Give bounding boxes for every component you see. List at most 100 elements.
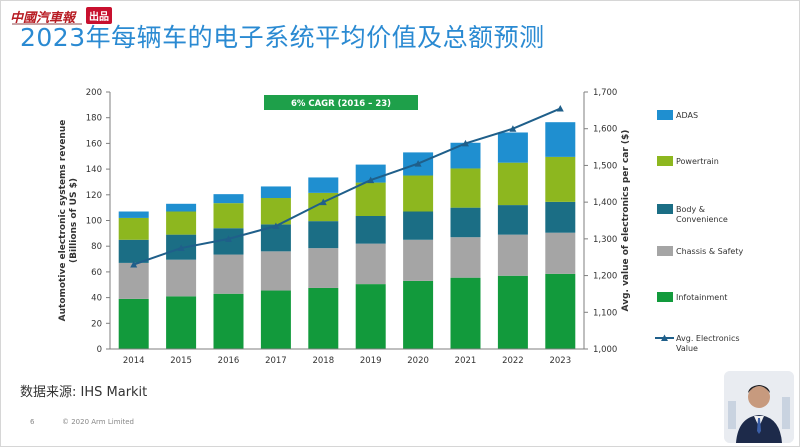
legend-swatch	[657, 204, 673, 214]
line-path	[133, 107, 561, 266]
page-number: 6	[30, 418, 35, 426]
x-tick-label: 2016	[218, 356, 240, 366]
copyright-text: © 2020 Arm Limited	[62, 418, 134, 426]
legend-label: Convenience	[676, 215, 728, 224]
bar-segment	[450, 207, 481, 238]
bar-segment	[545, 201, 576, 233]
legend-swatch	[657, 292, 673, 302]
bar-segment	[450, 237, 481, 278]
y-axis: 0 20 40 60 80 100 120 140 160 180 200 Automotive el…	[58, 88, 111, 355]
x-tick-label: 2021	[455, 356, 477, 366]
bar-segment	[213, 254, 244, 294]
bar-segment	[213, 203, 244, 229]
line-point	[225, 235, 232, 242]
x-tick-label: 2014	[123, 356, 145, 366]
source-note: 数据来源: IHS Markit	[20, 385, 148, 400]
legend-label: Value	[676, 344, 698, 353]
y2-axis-title: Avg. value of electronics per car ($)	[621, 130, 631, 312]
bar-segment	[118, 217, 149, 240]
y-tick-label: 80	[91, 242, 102, 252]
bar-segment	[213, 293, 244, 349]
line-point	[177, 244, 185, 252]
bar-segment	[497, 205, 528, 235]
y-tick-label: 180	[86, 114, 102, 124]
legend-line-marker	[661, 334, 668, 341]
bar-segment	[260, 290, 291, 349]
logo-badge: 出品	[86, 7, 112, 24]
y-axis-title: Automotive electronic systems revenue(Bi…	[58, 120, 79, 322]
bar-segment	[118, 239, 149, 263]
slide-title: 2023年每辆车的电子系统平均价值及总额预测	[20, 23, 545, 52]
bar-segment	[166, 211, 197, 235]
bar-segment	[497, 132, 528, 163]
y-tick-label: 200	[86, 88, 102, 98]
bar-segment	[403, 175, 434, 212]
line-point	[130, 261, 138, 268]
bar-segment	[545, 156, 576, 202]
brand-logo: 中國汽車報 出品	[4, 4, 130, 30]
y-tick-label: 120	[86, 191, 102, 201]
bar-segment	[450, 142, 481, 169]
bar-segment	[545, 122, 576, 157]
x-tick-label: 2020	[407, 356, 429, 366]
bar-segment	[355, 243, 386, 285]
legend-swatch	[657, 156, 673, 166]
line-point	[462, 139, 469, 147]
bar-segment	[308, 248, 339, 288]
legend-label: ADAS	[676, 111, 698, 120]
y2-tick-label: 1,400	[593, 198, 617, 208]
bar-segment	[355, 284, 386, 349]
x-tick-label: 2015	[170, 356, 192, 366]
logo-text: 中國汽車報	[10, 11, 76, 26]
y2-tick-label: 1,200	[593, 272, 617, 282]
bar-segment	[355, 216, 386, 244]
bar-segment	[545, 232, 576, 274]
y2-tick-label: 1,000	[593, 345, 617, 355]
legend-label: Body &	[676, 205, 705, 214]
bar-segment	[497, 162, 528, 206]
y-tick-label: 100	[86, 217, 102, 227]
bar-segment	[403, 239, 434, 281]
legend-label: Infotainment	[676, 293, 727, 302]
y-tick-label: 140	[86, 165, 102, 175]
bar-segment	[166, 259, 197, 297]
bar-segment	[166, 296, 197, 349]
bar-segment	[166, 203, 197, 212]
y-tick-label: 160	[86, 139, 102, 149]
bar-segment	[450, 168, 481, 208]
y2-tick-label: 1,500	[593, 161, 617, 171]
legend-swatch	[657, 110, 673, 120]
line-point	[319, 198, 327, 206]
bar-segment	[118, 211, 149, 218]
y2-tick-label: 1,100	[593, 308, 617, 318]
speaker-video-thumbnail	[724, 371, 794, 443]
bars	[118, 122, 576, 349]
line-point	[556, 105, 564, 112]
legend-label: Powertrain	[676, 157, 719, 166]
bar-segment	[118, 298, 149, 349]
line-point	[414, 160, 422, 167]
line-point	[367, 176, 375, 184]
x-axis: 2014 2015 2016 2017 2018 2019 2020 2021 2022 2023	[110, 348, 584, 366]
bar-segment	[497, 275, 528, 349]
line-point	[272, 222, 280, 230]
y2-axis: 1,000 1,100 1,200 1,300 1,400 1,500 1,600 1,700…	[583, 88, 631, 355]
y-tick-label: 60	[91, 268, 102, 278]
line-point	[509, 125, 517, 132]
logo-underline	[12, 23, 82, 25]
bar-segment	[497, 234, 528, 276]
bar-segment	[403, 211, 434, 240]
y-tick-label: 20	[91, 319, 102, 329]
bar-segment	[308, 287, 339, 349]
bar-segment	[450, 277, 481, 349]
legend-label: Avg. Electronics	[676, 334, 740, 343]
x-tick-label: 2017	[265, 356, 287, 366]
speaker-icon	[724, 371, 794, 443]
x-tick-label: 2019	[360, 356, 382, 366]
y-tick-label: 40	[91, 294, 102, 304]
avg-value-line	[130, 105, 564, 268]
y-tick-label: 0	[97, 345, 102, 355]
bar-segment	[260, 186, 291, 199]
